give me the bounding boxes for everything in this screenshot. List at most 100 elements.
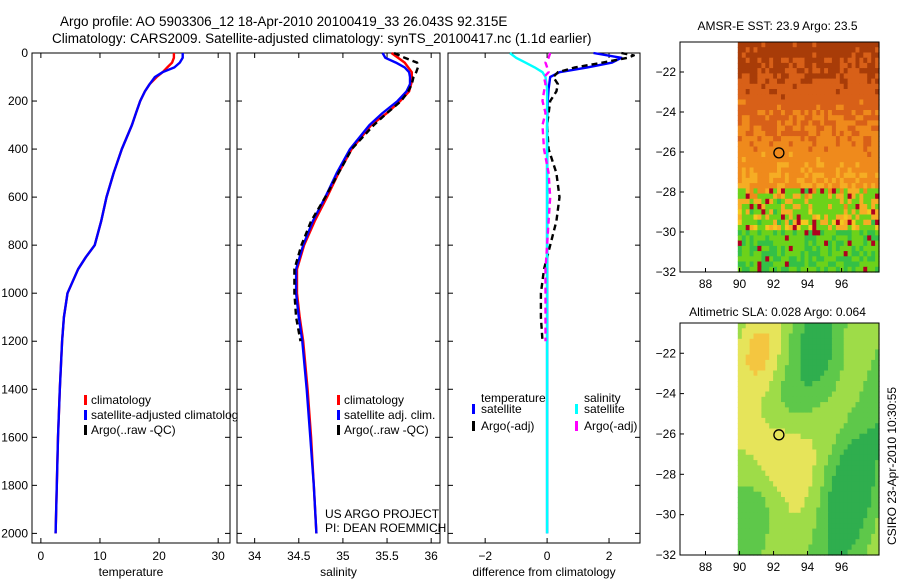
sla-cell <box>808 465 813 472</box>
sla-cell <box>753 491 758 498</box>
sla-cell <box>761 491 766 498</box>
temperature-y-tick-label: 2000 <box>1 526 28 540</box>
sla-cell <box>855 396 860 403</box>
sst-cell <box>804 57 809 64</box>
sla-cell <box>867 497 872 503</box>
sst-cell <box>796 198 802 205</box>
sst-cell <box>745 83 751 90</box>
sst-cell <box>765 110 770 116</box>
sst-cell <box>781 62 786 69</box>
sst-cell <box>835 172 841 179</box>
sla-cell <box>800 417 806 424</box>
sst-cell <box>875 141 880 148</box>
salinity-legend-swatch-2 <box>337 425 340 435</box>
sst-cell <box>816 256 821 263</box>
sla-cell <box>788 475 794 482</box>
sla-cell <box>757 454 762 461</box>
sst-cell <box>824 130 829 137</box>
sla-cell <box>788 349 794 356</box>
sst-cell <box>859 78 864 85</box>
sst-cell <box>855 172 860 179</box>
sla-cell <box>765 512 770 519</box>
sla-cell <box>737 349 743 356</box>
sla-cell <box>843 402 849 408</box>
sst-cell <box>820 167 825 174</box>
sst-cell <box>835 47 841 53</box>
sla-cell <box>800 454 806 461</box>
sla-cell <box>769 502 774 509</box>
temperature-x-tick-label: 0 <box>38 549 45 563</box>
sla-cell <box>761 323 766 329</box>
sla-cell <box>812 486 817 493</box>
sst-cell <box>855 162 860 168</box>
sst-cell <box>871 172 876 179</box>
sst-cell <box>831 256 837 263</box>
sst-cell <box>847 240 853 247</box>
sst-cell <box>745 261 751 268</box>
sst-cell <box>781 89 786 95</box>
sst-cell <box>765 261 770 268</box>
sla-cell <box>761 486 766 493</box>
sst-cell <box>769 235 774 242</box>
sst-cell <box>765 256 770 263</box>
sst-cell <box>796 73 802 80</box>
sla-cell <box>875 512 880 519</box>
sst-cell <box>804 136 809 142</box>
sst-cell <box>816 141 821 148</box>
sla-cell <box>831 391 837 398</box>
sla-cell <box>828 359 833 366</box>
sla-cell <box>820 512 825 519</box>
sla-cell <box>855 460 860 466</box>
sla-cell <box>839 402 845 408</box>
sla-cell <box>843 370 849 377</box>
sst-cell <box>847 89 853 95</box>
sla-cell <box>828 481 833 488</box>
sla-cell <box>769 391 774 398</box>
sst-cell <box>851 188 857 195</box>
sst-cell <box>824 125 829 132</box>
sla-cell <box>875 338 880 345</box>
sst-cell <box>773 177 778 184</box>
sla-cell <box>816 396 821 403</box>
sst-cell <box>816 136 821 142</box>
sst-cell <box>757 157 762 163</box>
sla-cell <box>835 475 841 482</box>
sst-cell <box>781 136 786 142</box>
sst-cell <box>769 167 774 174</box>
sla-cell <box>757 344 762 350</box>
sst-cell <box>792 52 798 59</box>
sst-cell <box>737 136 743 142</box>
sst-cell <box>843 94 849 101</box>
sla-cell <box>741 539 747 546</box>
sst-cell <box>800 235 806 242</box>
sla-cell <box>812 412 817 419</box>
sst-cell <box>753 141 758 148</box>
sst-cell <box>831 94 837 101</box>
sst-cell <box>859 73 864 80</box>
sst-cell <box>847 141 853 148</box>
sst-cell <box>753 78 758 85</box>
sla-cell <box>792 333 798 340</box>
sst-cell <box>745 245 751 252</box>
sst-cell <box>761 125 766 132</box>
sla-cell <box>757 460 762 466</box>
sla-cell <box>843 338 849 345</box>
sst-cell <box>851 177 857 184</box>
sst-cell <box>820 157 825 163</box>
sla-cell <box>851 407 857 414</box>
sst-cell <box>875 78 880 85</box>
sla-cell <box>816 528 821 535</box>
sla-cell <box>792 359 798 366</box>
sla-cell <box>761 375 766 382</box>
sla-cell <box>812 354 817 361</box>
sst-cell <box>839 94 845 101</box>
sla-cell <box>855 402 860 408</box>
sla-cell <box>765 465 770 472</box>
sla-cell <box>863 507 868 514</box>
sst-cell <box>765 209 770 216</box>
sst-cell <box>835 141 841 148</box>
sla-cell <box>831 433 837 440</box>
sla-cell <box>737 460 743 466</box>
sla-cell <box>808 328 813 335</box>
sst-cell <box>737 57 743 64</box>
